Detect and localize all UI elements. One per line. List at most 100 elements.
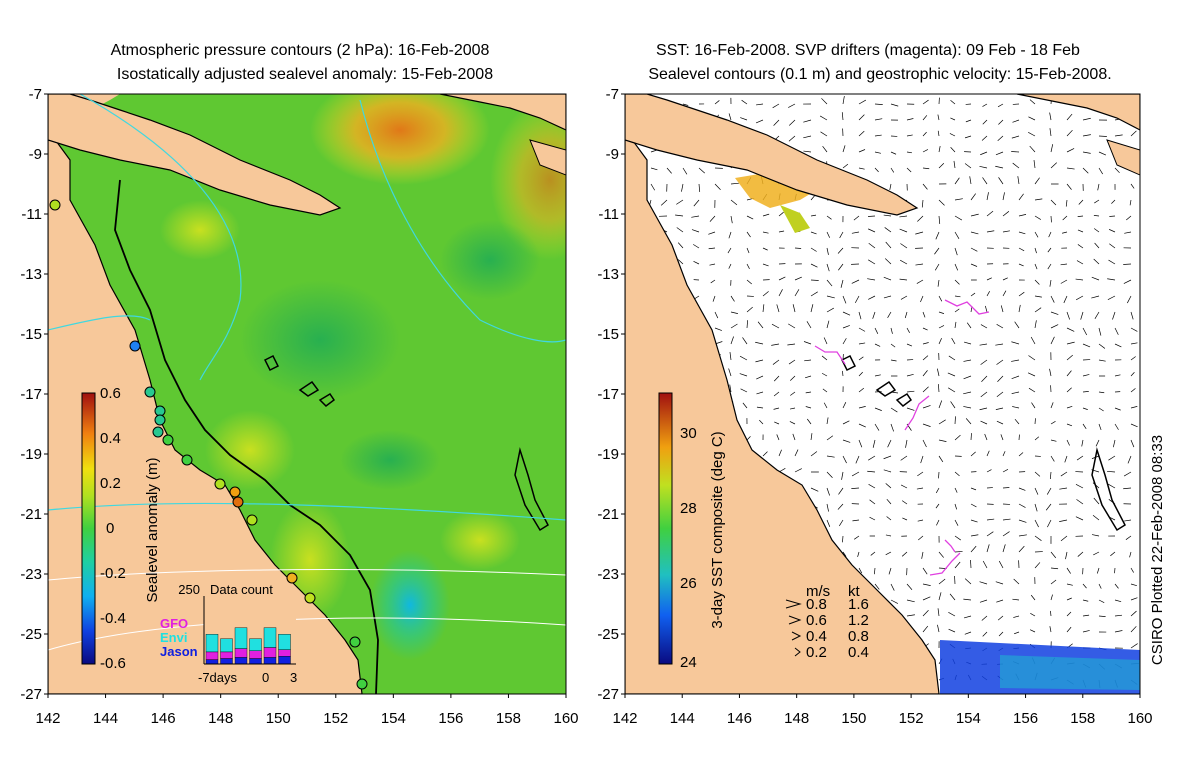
sst-tick-3: 24 xyxy=(680,654,697,671)
velocity-arrow xyxy=(709,215,716,222)
velocity-arrow xyxy=(900,295,908,300)
sst-colorbar-label: 3-day SST composite (deg C) xyxy=(709,431,726,628)
velocity-arrow xyxy=(874,423,880,431)
velocity-arrow xyxy=(682,167,688,175)
velocity-arrow xyxy=(872,311,876,319)
velocity-arrow xyxy=(1107,278,1116,281)
velocity-arrow xyxy=(868,455,876,461)
velocity-arrow xyxy=(981,615,988,621)
velocity-arrow xyxy=(980,391,988,398)
velocity-arrow xyxy=(693,244,700,249)
velocity-arrow xyxy=(906,373,914,377)
velocity-arrow xyxy=(998,631,1004,637)
velocity-arrow xyxy=(1114,583,1119,589)
velocity-arrow xyxy=(1050,551,1057,559)
velocity-arrow xyxy=(874,118,883,121)
velocity-arrow xyxy=(1014,631,1020,635)
velocity-arrow xyxy=(937,608,940,617)
velocity-arrow xyxy=(966,322,972,329)
velocity-arrow xyxy=(883,214,892,217)
velocity-legend-ms: 0.4 xyxy=(806,628,827,645)
svp-drifter-tracks xyxy=(814,299,990,576)
velocity-arrow xyxy=(1050,336,1055,345)
velocity-arrow xyxy=(1048,231,1052,238)
lon-tick-label: 156 xyxy=(1013,710,1038,727)
velocity-arrow xyxy=(937,368,940,377)
velocity-arrow xyxy=(890,359,897,362)
velocity-arrow xyxy=(1018,231,1026,235)
velocity-arrow xyxy=(887,439,892,448)
velocity-arrow xyxy=(1002,531,1010,537)
velocity-arrow xyxy=(964,135,972,139)
velocity-arrow xyxy=(900,484,908,489)
velocity-arrow xyxy=(842,439,851,443)
velocity-arrow xyxy=(996,324,1004,329)
velocity-arrow xyxy=(858,371,863,377)
velocity-arrow xyxy=(1093,214,1100,217)
velocity-arrow xyxy=(934,247,940,255)
velocity-arrow xyxy=(858,167,865,170)
velocity-arrow xyxy=(858,99,867,105)
velocity-arrow xyxy=(938,146,941,153)
histogram-bar-segment xyxy=(278,656,291,665)
velocity-arrow xyxy=(858,327,866,332)
velocity-arrow xyxy=(1130,423,1138,428)
velocity-arrow xyxy=(890,151,897,155)
sla-colorbar xyxy=(81,392,96,665)
velocity-arrow xyxy=(938,471,940,479)
velocity-arrow xyxy=(755,359,764,363)
velocity-arrow xyxy=(996,359,1004,365)
velocity-arrow xyxy=(837,247,844,254)
right-lon-ticks: 142 144 146 148 150 152 154 156 158 160 xyxy=(612,694,1153,727)
velocity-arrow xyxy=(906,118,914,121)
velocity-arrow xyxy=(970,193,976,201)
velocity-arrow xyxy=(1059,519,1068,522)
velocity-arrow xyxy=(1027,372,1036,377)
velocity-arrow xyxy=(922,583,931,586)
velocity-arrow xyxy=(906,343,913,347)
histogram-bar-segment xyxy=(234,657,248,665)
velocity-arrow xyxy=(1011,359,1020,362)
velocity-arrow xyxy=(1018,214,1027,217)
velocity-arrow xyxy=(698,183,701,192)
velocity-arrow xyxy=(1098,359,1106,362)
velocity-arrow xyxy=(1124,519,1132,522)
histogram-xlabel-end: 3 xyxy=(290,670,297,685)
velocity-legend-ms-header: m/s xyxy=(806,583,830,600)
velocity-arrow xyxy=(1034,198,1043,201)
velocity-arrow xyxy=(823,402,828,409)
velocity-arrow xyxy=(922,610,929,617)
velocity-arrow xyxy=(1077,215,1084,217)
velocity-arrow xyxy=(788,323,796,329)
velocity-arrow xyxy=(937,130,940,137)
velocity-arrow xyxy=(899,228,908,233)
velocity-arrow xyxy=(1091,534,1100,537)
velocity-arrow xyxy=(746,306,753,313)
lat-tick-label: -11 xyxy=(598,206,619,223)
velocity-arrow xyxy=(997,375,1004,382)
velocity-arrow xyxy=(826,417,829,425)
velocity-arrow xyxy=(884,227,892,233)
velocity-arrow xyxy=(906,327,910,333)
velocity-arrow xyxy=(874,167,879,173)
velocity-arrow xyxy=(938,338,942,345)
lat-tick-label: -21 xyxy=(20,506,42,523)
velocity-arrow xyxy=(938,163,945,169)
velocity-arrow xyxy=(1114,407,1121,411)
velocity-arrow xyxy=(916,487,924,490)
velocity-arrow xyxy=(935,231,940,240)
histogram-bar-segment xyxy=(205,651,219,660)
velocity-arrow xyxy=(694,295,700,300)
velocity-arrow xyxy=(1098,343,1106,349)
velocity-arrow xyxy=(1076,260,1084,265)
velocity-arrow xyxy=(1050,420,1056,425)
velocity-arrow xyxy=(1091,295,1100,299)
velocity-arrow xyxy=(807,418,812,425)
velocity-legend-arrow xyxy=(791,631,802,641)
velocity-arrow xyxy=(1050,162,1057,169)
velocity-arrow xyxy=(842,370,844,377)
sla-tick-0: 0.6 xyxy=(100,385,121,402)
velocity-arrow xyxy=(771,323,780,329)
velocity-arrow xyxy=(869,516,876,521)
velocity-arrow xyxy=(1002,518,1011,521)
